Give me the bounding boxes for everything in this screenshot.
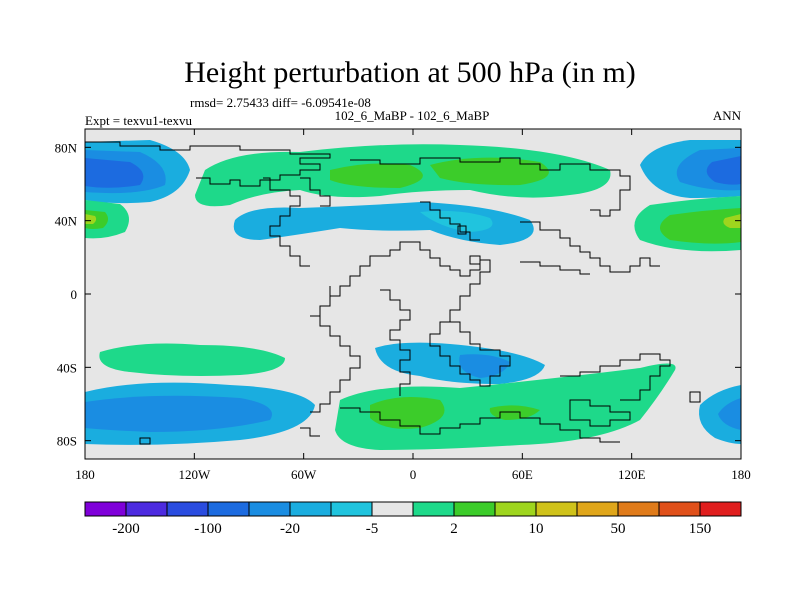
y-tick-label: 80S xyxy=(57,434,77,449)
colorbar: -200 -100 -20 -5 2 10 50 150 xyxy=(84,501,742,537)
coastlines xyxy=(85,141,701,445)
colorbar-box-5 xyxy=(289,501,332,517)
np-positive-west xyxy=(85,200,129,239)
plot-title: Height perturbation at 500 hPa (in m) xyxy=(184,56,636,89)
colorbar-box-7 xyxy=(371,501,414,517)
colorbar-box-9 xyxy=(453,501,496,517)
experiment-label: Expt = texvu1-texvu xyxy=(85,113,192,128)
colorbar-box-14 xyxy=(658,501,701,517)
colorbar-box-4 xyxy=(248,501,291,517)
colorbar-box-0 xyxy=(84,501,127,517)
colorbar-box-10 xyxy=(494,501,537,517)
colorbar-label: 50 xyxy=(611,521,626,537)
x-tick-label: 180 xyxy=(75,467,95,482)
colorbar-box-3 xyxy=(207,501,250,517)
sp-negative-band xyxy=(85,382,315,445)
case-label: 102_6_MaBP - 102_6_MaBP xyxy=(335,108,490,123)
colorbar-label: -20 xyxy=(280,521,300,537)
colorbar-label: 10 xyxy=(529,521,544,537)
np-negative-east xyxy=(640,140,741,198)
colorbar-box-11 xyxy=(535,501,578,517)
y-tick-label: 0 xyxy=(71,287,78,302)
arctic-positive-band xyxy=(195,144,611,207)
x-tick-label: 180 xyxy=(731,467,751,482)
colorbar-label: -5 xyxy=(366,521,379,537)
season-label: ANN xyxy=(713,108,742,123)
colorbar-box-1 xyxy=(125,501,168,517)
satl-negative-band xyxy=(375,342,545,384)
colorbar-label: -100 xyxy=(194,521,222,537)
colorbar-label: 2 xyxy=(450,521,458,537)
so-negative-east xyxy=(699,385,741,444)
axis-ticks: 180 120W 60W 0 60E 120E 180 80N 40N 0 40S 80S xyxy=(55,129,751,482)
x-tick-label: 120W xyxy=(178,467,211,482)
stats-label: rmsd= 2.75433 diff= -6.09541e-08 xyxy=(190,95,371,110)
y-tick-label: 40S xyxy=(57,360,77,375)
colorbar-label: 150 xyxy=(689,521,712,537)
y-tick-label: 40N xyxy=(55,214,78,229)
y-tick-label: 80N xyxy=(55,140,78,155)
x-tick-label: 120E xyxy=(618,467,646,482)
colorbar-box-8 xyxy=(412,501,455,517)
map-panel xyxy=(85,129,741,459)
colorbar-box-13 xyxy=(617,501,660,517)
colorbar-label: -200 xyxy=(112,521,140,537)
x-tick-label: 60E xyxy=(512,467,533,482)
sp-positive-band xyxy=(99,343,285,376)
np-negative-west xyxy=(85,140,190,204)
x-tick-label: 0 xyxy=(410,467,417,482)
np-positive-east xyxy=(634,196,741,252)
colorbar-box-12 xyxy=(576,501,619,517)
colorbar-box-15 xyxy=(699,501,742,517)
colorbar-box-2 xyxy=(166,501,209,517)
colorbar-box-6 xyxy=(330,501,373,517)
x-tick-label: 60W xyxy=(291,467,317,482)
